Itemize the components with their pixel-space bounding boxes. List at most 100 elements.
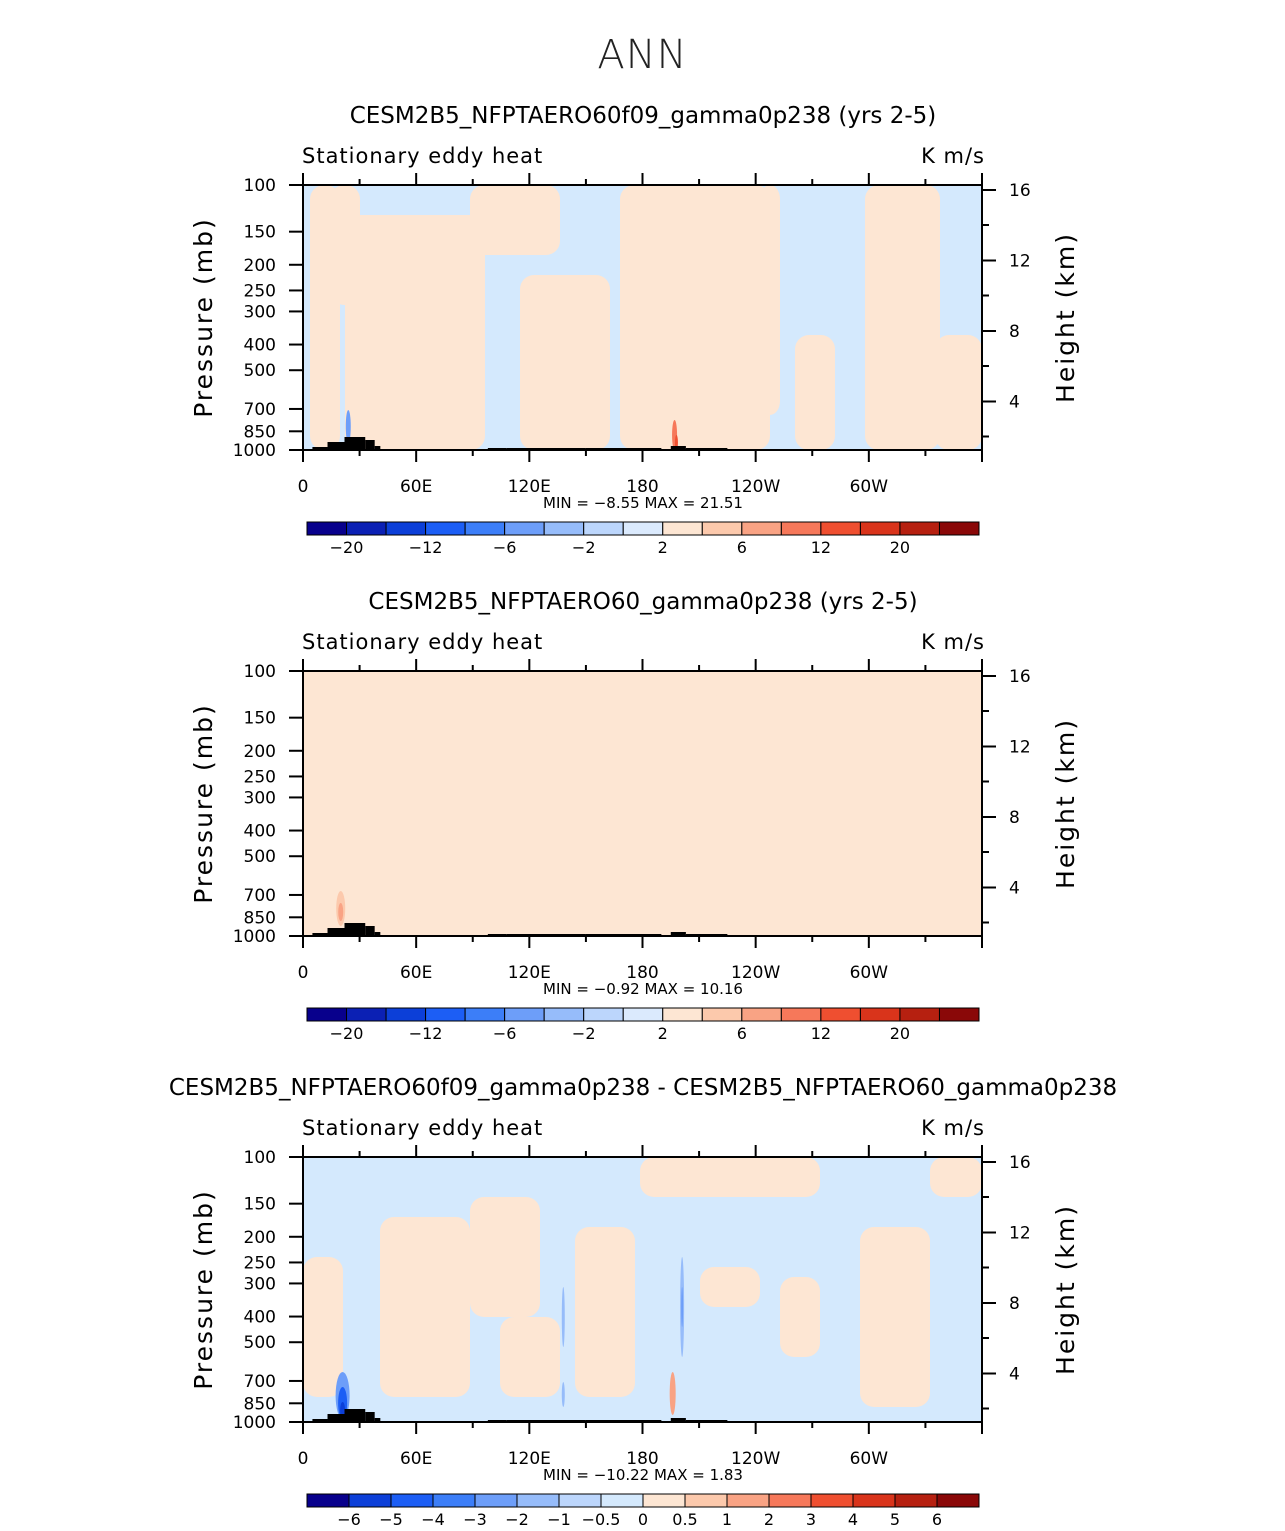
colorbar-label: −4	[421, 1510, 445, 1529]
contour-extreme	[345, 410, 351, 443]
right-tick-label: 4	[1009, 1365, 1020, 1385]
contour-region	[935, 335, 982, 450]
contour-region	[470, 185, 560, 255]
colorbar-swatch	[464, 521, 506, 536]
units-label: K m/s	[921, 144, 985, 168]
y-tick-label: 150	[244, 223, 276, 243]
y-axis-label: Pressure (mb)	[189, 1189, 218, 1389]
colorbar-swatch	[600, 1493, 644, 1508]
y-tick-label: 200	[244, 1228, 276, 1248]
page-title: ANN	[597, 32, 688, 78]
y-tick-label: 500	[244, 847, 276, 867]
right-tick-label: 12	[1009, 1224, 1031, 1244]
x-tick-label: 60W	[850, 963, 889, 983]
colorbar-swatch	[810, 1493, 854, 1508]
colorbar-label: 0	[638, 1510, 648, 1529]
topography	[344, 1409, 366, 1422]
colorbar-swatch	[899, 1007, 940, 1022]
colorbar-swatch	[859, 521, 901, 536]
topography	[365, 926, 375, 936]
contour-region	[795, 335, 835, 450]
y-tick-label: 150	[244, 709, 276, 729]
y-tick-label: 850	[244, 422, 276, 442]
field-label: Stationary eddy heat	[302, 144, 543, 168]
y-tick-label: 300	[244, 302, 276, 322]
y-tick-label: 300	[244, 1274, 276, 1294]
panel-title: CESM2B5_NFPTAERO60f09_gamma0p238 - CESM2…	[169, 1075, 1117, 1101]
x-tick-label: 60E	[400, 477, 432, 497]
topography	[670, 1418, 686, 1422]
min-max-stats: MIN = −0.92 MAX = 10.16	[543, 980, 743, 998]
contour-extreme	[561, 1382, 565, 1407]
y-tick-label: 500	[244, 1333, 276, 1353]
contour-region	[930, 1157, 982, 1197]
colorbar-swatch	[464, 1007, 506, 1022]
y-tick-label: 400	[244, 822, 276, 842]
colorbar-swatch	[938, 1007, 980, 1022]
y-tick-label: 500	[244, 361, 276, 381]
colorbar-swatch	[852, 1493, 896, 1508]
x-tick-label: 0	[298, 963, 309, 983]
contour-region	[470, 1197, 540, 1317]
colorbar-swatch	[662, 1007, 703, 1022]
panel-title: CESM2B5_NFPTAERO60_gamma0p238 (yrs 2-5)	[368, 589, 917, 615]
x-tick-label: 120E	[508, 477, 551, 497]
y-tick-label: 150	[244, 1195, 276, 1215]
colorbar-swatch	[385, 521, 427, 536]
colorbar-label: 6	[737, 538, 747, 557]
colorbar-swatch	[662, 521, 703, 536]
right-tick-label: 8	[1009, 808, 1020, 828]
colorbar-label: 20	[890, 538, 910, 557]
topography	[365, 440, 375, 450]
colorbar-swatch	[558, 1493, 602, 1508]
colorbar-swatch	[820, 521, 861, 536]
right-tick-label: 12	[1009, 252, 1031, 272]
panel-1: CESM2B5_NFPTAERO60f09_gamma0p238 (yrs 2-…	[189, 103, 1080, 557]
colorbar-swatch	[894, 1493, 938, 1508]
colorbar-swatch	[346, 1007, 387, 1022]
y-tick-label: 300	[244, 788, 276, 808]
contour-region	[520, 275, 610, 450]
y-axis-label: Pressure (mb)	[189, 217, 218, 417]
right-tick-label: 8	[1009, 1294, 1020, 1314]
colorbar-swatch	[684, 1493, 728, 1508]
colorbar-swatch	[726, 1493, 770, 1508]
colorbar-swatch	[474, 1493, 518, 1508]
colorbar-label: 20	[890, 1024, 910, 1043]
colorbar-label: −6	[493, 1024, 517, 1043]
y-tick-label: 1000	[233, 927, 276, 947]
colorbar-label: −2	[505, 1510, 529, 1529]
topography	[312, 1419, 328, 1422]
colorbar-swatch	[504, 1007, 545, 1022]
x-tick-label: 120W	[731, 477, 780, 497]
contour-extreme	[681, 1287, 684, 1327]
colorbar-label: 2	[764, 1510, 774, 1529]
right-tick-label: 8	[1009, 322, 1020, 342]
colorbar-swatch	[701, 1007, 743, 1022]
x-tick-label: 180	[626, 963, 658, 983]
topography	[312, 933, 328, 936]
colorbar-swatch	[622, 1007, 664, 1022]
contour-fills	[310, 185, 982, 450]
right-tick-label: 4	[1009, 879, 1020, 899]
x-tick-label: 60E	[400, 963, 432, 983]
contour-region	[600, 691, 720, 751]
colorbar-swatch	[938, 521, 980, 536]
contour-region	[760, 185, 780, 415]
x-tick-label: 180	[626, 477, 658, 497]
y-tick-label: 850	[244, 1394, 276, 1414]
contour-region	[700, 1267, 760, 1307]
colorbar-swatch	[306, 521, 348, 536]
topography	[374, 1418, 381, 1422]
x-tick-label: 60E	[400, 1449, 432, 1469]
y-tick-label: 100	[244, 176, 276, 196]
colorbar-swatch	[859, 1007, 901, 1022]
colorbar-swatch	[425, 1007, 466, 1022]
x-tick-label: 0	[298, 1449, 309, 1469]
y-tick-label: 200	[244, 256, 276, 276]
colorbar-label: −2	[572, 538, 596, 557]
min-max-stats: MIN = −8.55 MAX = 21.51	[543, 494, 743, 512]
topography	[327, 928, 345, 936]
colorbar-label: 6	[737, 1024, 747, 1043]
